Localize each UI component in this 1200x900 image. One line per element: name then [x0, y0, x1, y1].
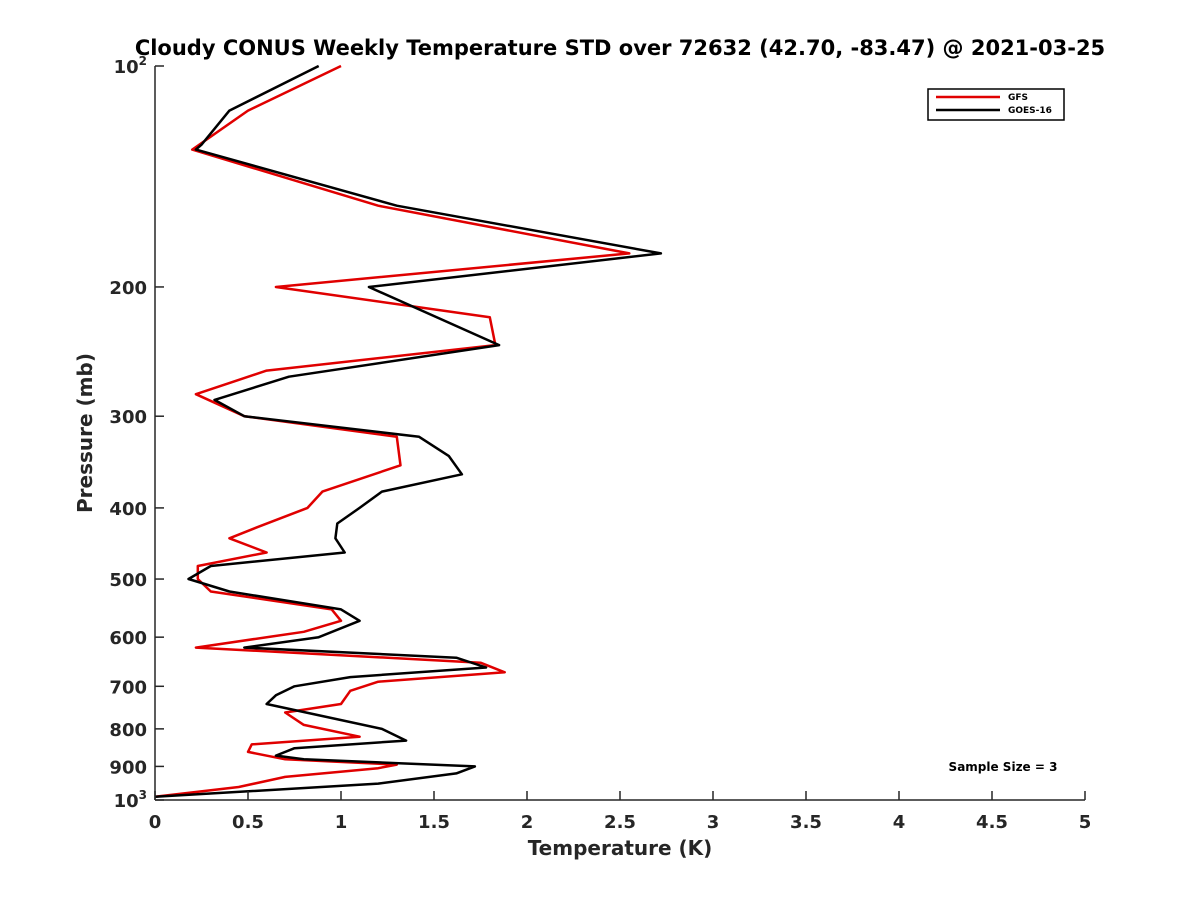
y-tick-label: 103	[114, 788, 147, 812]
x-tick-label: 0	[149, 812, 162, 833]
y-tick-label: 800	[109, 720, 147, 741]
x-tick-label: 1.5	[418, 812, 450, 833]
y-tick-label: 200	[109, 278, 147, 299]
y-tick-label: 500	[109, 570, 147, 591]
y-tick-label: 400	[109, 499, 147, 520]
y-tick-label: 300	[109, 407, 147, 428]
y-tick-label: 900	[109, 757, 147, 778]
x-ticks: 0 0.5 1 1.5 2 2.5 3 3.5 4 4.5 5	[149, 791, 1092, 833]
y-tick-label: 102	[114, 54, 147, 78]
x-axis-label: Temperature (K)	[528, 836, 713, 860]
y-tick-label: 700	[109, 677, 147, 698]
series-line-gfs	[154, 64, 631, 799]
plot-lines	[154, 64, 663, 799]
legend: GFS GOES-16	[927, 88, 1065, 121]
legend-box	[927, 88, 1065, 121]
x-tick-label: 2	[521, 812, 534, 833]
x-tick-label: 4.5	[976, 812, 1008, 833]
x-tick-label: 4	[893, 812, 906, 833]
y-ticks: 102 200 300 400 500 600 700 800 900 103	[109, 54, 164, 812]
chart-title: Cloudy CONUS Weekly Temperature STD over…	[135, 36, 1105, 60]
x-tick-label: 5	[1079, 812, 1092, 833]
sample-size-annotation: Sample Size = 3	[949, 760, 1058, 774]
series-line-goes16	[154, 64, 663, 799]
x-tick-label: 0.5	[232, 812, 264, 833]
y-tick-label: 600	[109, 628, 147, 649]
x-tick-label: 3.5	[790, 812, 822, 833]
legend-label-goes16: GOES-16	[1008, 106, 1052, 116]
y-axis-label: Pressure (mb)	[73, 353, 97, 513]
x-tick-label: 1	[335, 812, 348, 833]
x-tick-label: 3	[707, 812, 720, 833]
legend-label-gfs: GFS	[1008, 93, 1028, 103]
x-tick-label: 2.5	[604, 812, 636, 833]
